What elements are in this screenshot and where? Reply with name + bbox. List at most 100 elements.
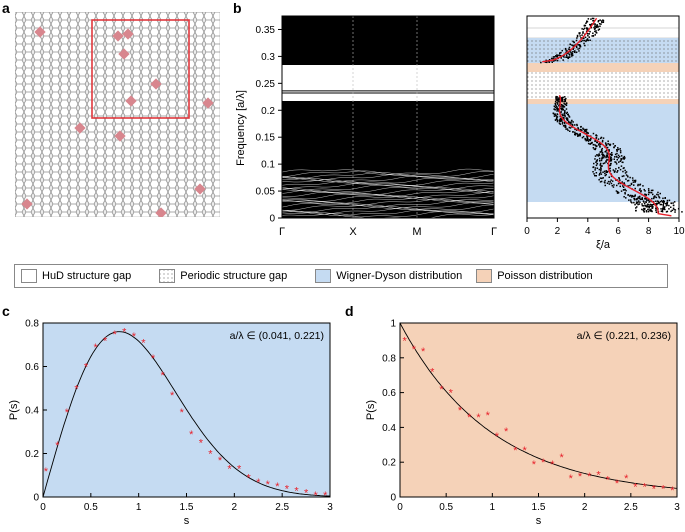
supercell-frame — [91, 19, 190, 119]
loc-point — [570, 121, 572, 124]
loc-point — [589, 39, 591, 41]
loc-point — [599, 171, 602, 173]
x-tick-label: 2.5 — [624, 502, 638, 513]
loc-point — [614, 153, 617, 156]
loc-point — [596, 141, 598, 144]
loc-point — [648, 204, 650, 206]
loc-point — [613, 171, 616, 173]
loc-point — [641, 197, 643, 199]
loc-point — [556, 113, 558, 115]
loc-point — [657, 194, 660, 196]
loc-point — [674, 209, 677, 211]
band-line — [282, 177, 495, 184]
data-point: * — [132, 331, 137, 343]
loc-point — [593, 148, 596, 150]
loc-point — [619, 148, 621, 150]
loc-point — [600, 165, 603, 167]
data-point: * — [44, 466, 49, 478]
loc-point — [572, 47, 575, 49]
loc-point — [577, 127, 579, 129]
y-tick-label: 1 — [390, 319, 396, 330]
loc-point — [586, 139, 589, 141]
loc-point — [571, 119, 573, 122]
loc-point — [618, 182, 621, 184]
loc-point — [579, 128, 582, 131]
legend: HuD structure gap Periodic structure gap… — [14, 264, 668, 288]
loc-point — [650, 191, 653, 194]
loc-point — [655, 196, 658, 199]
loc-point — [571, 51, 574, 53]
loc-point — [556, 108, 558, 110]
loc-point — [565, 56, 567, 58]
loc-point — [555, 59, 557, 61]
loc-point — [616, 191, 619, 193]
loc-x-axis-label: ξ/a — [596, 239, 611, 251]
loc-point — [561, 109, 563, 111]
loc-point — [573, 44, 576, 46]
loc-point — [645, 211, 648, 213]
loc-point — [565, 104, 568, 106]
loc-point — [657, 201, 660, 203]
band-line — [281, 168, 495, 175]
band-y-tick-label: 0.1 — [261, 160, 275, 171]
range-annotation: a/λ ∈ (0.041, 0.221) — [230, 330, 324, 342]
loc-point — [569, 130, 571, 132]
loc-point — [566, 128, 569, 130]
loc-point — [614, 161, 616, 163]
x-tick-label: 1.5 — [532, 502, 546, 513]
loc-point — [555, 105, 557, 107]
loc-point — [595, 161, 597, 163]
loc-point — [615, 168, 617, 170]
loc-point — [605, 173, 607, 176]
band-y-axis-label: Frequency [a/λ] — [235, 90, 247, 166]
loc-point — [630, 201, 632, 203]
spacing-distribution-chart-c: * * * * * * * * * * * * * * * * * * * * * * * * * * * * * * 0 0.5 1 1.5 2 2… — [8, 319, 333, 528]
loc-point — [647, 210, 650, 213]
legend-item-hud: HuD structure gap — [21, 269, 131, 283]
loc-point — [557, 108, 559, 110]
loc-point — [666, 202, 668, 205]
loc-point — [639, 184, 641, 186]
loc-point — [636, 206, 638, 208]
loc-point — [634, 181, 636, 183]
data-point: * — [486, 410, 491, 422]
loc-point — [626, 175, 629, 177]
loc-point — [601, 21, 603, 24]
loc-point — [592, 166, 594, 169]
data-point: * — [615, 478, 620, 490]
data-point: * — [458, 405, 463, 417]
loc-point — [662, 200, 665, 202]
loc-point — [613, 184, 615, 186]
loc-point — [567, 120, 570, 123]
loc-point — [559, 117, 562, 120]
loc-point — [587, 132, 589, 134]
loc-point — [648, 189, 650, 192]
loc-point — [568, 48, 570, 50]
loc-point — [600, 180, 603, 183]
loc-point — [633, 197, 636, 200]
loc-point — [633, 199, 636, 201]
loc-point — [557, 100, 559, 102]
loc-point — [623, 155, 626, 158]
loc-point — [631, 202, 633, 204]
loc-point — [552, 56, 555, 58]
loc-point — [574, 131, 576, 134]
loc-point — [564, 96, 566, 98]
loc-point — [604, 174, 606, 177]
loc-point — [585, 132, 588, 134]
loc-point — [599, 160, 601, 162]
loc-point — [564, 115, 566, 117]
loc-point — [641, 198, 644, 200]
loc-point — [623, 196, 625, 198]
loc-point — [568, 46, 571, 49]
loc-point — [635, 201, 638, 203]
loc-point — [590, 23, 593, 25]
loc-point — [559, 119, 561, 121]
data-point: * — [670, 485, 675, 497]
loc-point — [642, 209, 645, 212]
loc-point — [576, 132, 578, 135]
loc-point — [567, 52, 569, 55]
loc-point — [599, 177, 602, 179]
loc-point — [552, 112, 555, 115]
